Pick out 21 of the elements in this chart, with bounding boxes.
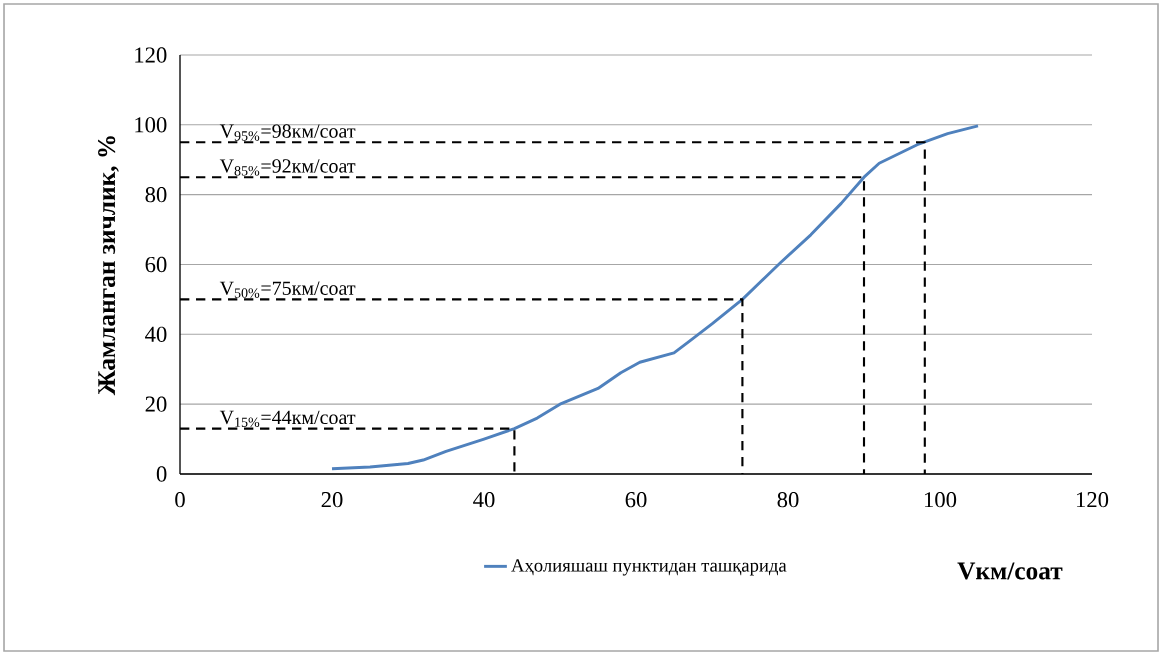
x-tick-label: 60 [625, 492, 647, 508]
y-tick-label: 60 [145, 256, 167, 273]
x-tick-label: 80 [777, 492, 799, 508]
annotation: V$_{50%}$=75км/соат [219, 281, 356, 298]
x-tick-label: 20 [321, 492, 343, 508]
annotation: V$_{85%}$=92км/соат [219, 159, 356, 176]
x-axis-title: Vкм/соат [957, 562, 1063, 580]
x-tick-label: 120 [1076, 492, 1109, 508]
y-axis-title: Жамланган зичлик, % [98, 136, 119, 396]
annotation: V$_{95%}$=98км/соат [219, 124, 356, 141]
legend-label: Аҳолияшаш пунктидан ташқарида [511, 559, 787, 576]
annotation: V$_{15%}$=44км/соат [219, 410, 356, 427]
y-tick-label: 100 [135, 117, 167, 133]
y-tick-label: 0 [156, 466, 167, 482]
y-tick-label: 20 [145, 396, 167, 412]
y-tick-label: 80 [145, 187, 167, 203]
y-tick-label: 40 [145, 326, 167, 342]
y-tick-label: 120 [135, 47, 167, 63]
x-tick-label: 0 [175, 492, 185, 508]
x-tick-label: 100 [924, 492, 957, 508]
x-tick-label: 40 [473, 492, 495, 508]
